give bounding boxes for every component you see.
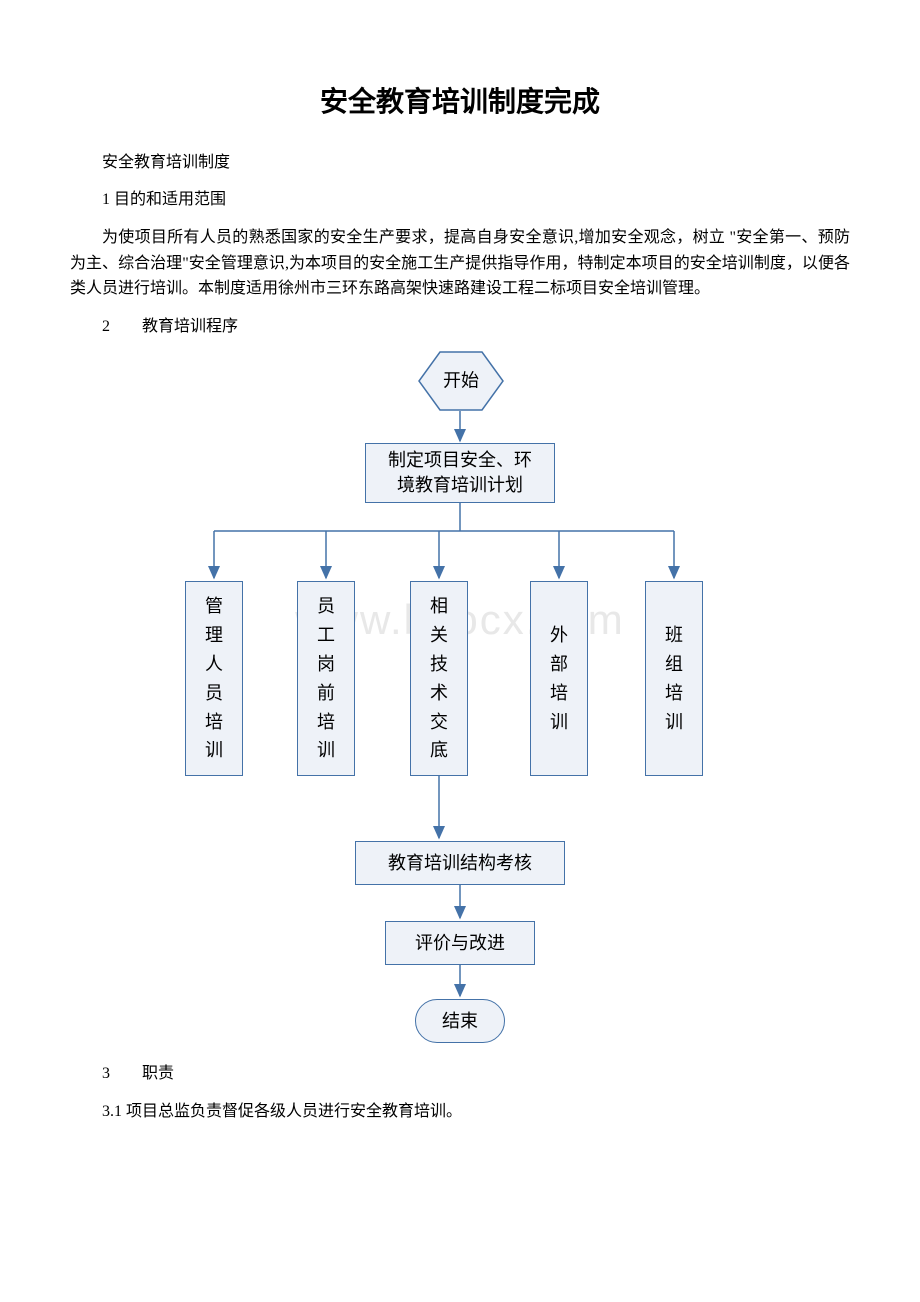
flowchart: www.bdocx.com 开始 制定项目安全、环 境教育培训计划	[170, 351, 750, 1041]
node-v1: 管 理 人 员 培 训	[185, 581, 243, 776]
node-start: 开始	[418, 351, 504, 411]
section1-paragraph: 为使项目所有人员的熟悉国家的安全生产要求，提高自身安全意识,增加安全观念，树立 …	[70, 225, 850, 302]
node-plan: 制定项目安全、环 境教育培训计划	[365, 443, 555, 503]
node-v3: 相 关 技 术 交 底	[410, 581, 468, 776]
node-v5: 班 组 培 训	[645, 581, 703, 776]
node-assess: 教育培训结构考核	[355, 841, 565, 885]
section1-heading: 1 目的和适用范围	[70, 187, 850, 213]
node-improve: 评价与改进	[385, 921, 535, 965]
section2-heading: 2 教育培训程序	[70, 314, 850, 340]
section3-item1: 3.1 项目总监负责督促各级人员进行安全教育培训。	[70, 1099, 850, 1125]
subtitle: 安全教育培训制度	[70, 150, 850, 176]
node-end: 结束	[415, 999, 505, 1043]
page-title: 安全教育培训制度完成	[70, 80, 850, 125]
node-start-label: 开始	[443, 367, 479, 396]
section3-heading: 3 职责	[70, 1061, 850, 1087]
node-v4: 外 部 培 训	[530, 581, 588, 776]
node-v2: 员 工 岗 前 培 训	[297, 581, 355, 776]
